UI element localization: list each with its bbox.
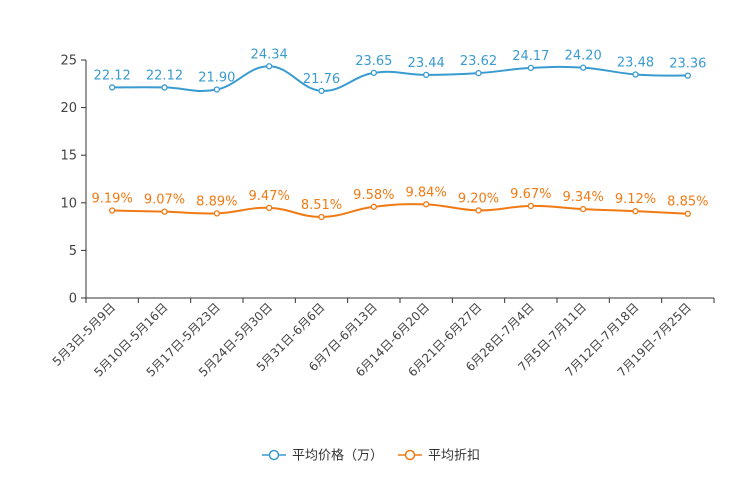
series-line bbox=[112, 203, 688, 218]
data-label: 9.07% bbox=[144, 193, 185, 208]
data-label: 24.34 bbox=[251, 47, 288, 62]
data-point[interactable] bbox=[318, 87, 325, 94]
data-point[interactable] bbox=[161, 84, 168, 91]
data-point[interactable] bbox=[109, 207, 116, 214]
data-label: 9.67% bbox=[510, 187, 551, 202]
data-label: 8.51% bbox=[301, 198, 342, 213]
legend-item-0[interactable]: 平均价格（万） bbox=[262, 448, 383, 464]
data-label: 24.20 bbox=[565, 49, 602, 64]
data-label: 9.19% bbox=[92, 192, 133, 207]
data-label: 9.47% bbox=[249, 189, 290, 204]
data-point[interactable] bbox=[423, 201, 430, 208]
y-tick-label: 25 bbox=[60, 54, 77, 69]
data-point[interactable] bbox=[266, 63, 273, 70]
legend-marker bbox=[268, 449, 280, 461]
data-label: 22.12 bbox=[94, 68, 131, 83]
y-tick-label: 0 bbox=[69, 292, 77, 307]
data-point[interactable] bbox=[266, 204, 273, 211]
data-point[interactable] bbox=[527, 64, 534, 72]
legend-label: 平均价格（万） bbox=[292, 448, 383, 464]
data-label: 21.90 bbox=[198, 71, 235, 86]
data-point[interactable] bbox=[475, 69, 482, 77]
data-label: 9.12% bbox=[615, 192, 656, 207]
data-point[interactable] bbox=[370, 69, 377, 77]
data-label: 23.62 bbox=[460, 54, 497, 69]
data-point[interactable] bbox=[684, 72, 691, 79]
data-point[interactable] bbox=[527, 202, 534, 210]
y-tick-label: 15 bbox=[60, 149, 77, 164]
data-point[interactable] bbox=[213, 210, 220, 217]
axes: 05101520255月3日-5月9日5月10日-5月16日5月17日-5月23… bbox=[50, 54, 715, 380]
y-tick-label: 20 bbox=[60, 101, 77, 116]
data-point[interactable] bbox=[632, 71, 639, 78]
data-label: 21.76 bbox=[303, 72, 340, 87]
series-0: 22.12 22.12 21.90 24.34 21.76 23.65 23.44 23.62… bbox=[94, 47, 706, 94]
series-layer: 22.12 22.12 21.90 24.34 21.76 23.65 23.44 23.62… bbox=[92, 47, 708, 221]
data-label: 23.65 bbox=[355, 54, 392, 69]
data-point[interactable] bbox=[423, 71, 430, 79]
data-label: 9.34% bbox=[563, 190, 604, 205]
legend-marker bbox=[404, 449, 416, 461]
data-point[interactable] bbox=[475, 207, 482, 214]
data-point[interactable] bbox=[109, 84, 116, 91]
data-label: 9.84% bbox=[406, 185, 447, 200]
y-tick-label: 5 bbox=[69, 244, 77, 259]
legend[interactable]: 平均价格（万） 平均折扣 bbox=[262, 448, 480, 464]
data-label: 23.44 bbox=[408, 56, 445, 71]
data-point[interactable] bbox=[632, 208, 639, 215]
data-label: 8.89% bbox=[196, 194, 237, 209]
series-1: 9.19% 9.07% 8.89% 9.47% 8.51% 9.58% 9.84% 9.20%… bbox=[92, 185, 708, 221]
data-label: 9.20% bbox=[458, 191, 499, 206]
data-label: 23.36 bbox=[669, 57, 706, 72]
data-point[interactable] bbox=[580, 205, 587, 213]
data-point[interactable] bbox=[161, 208, 168, 215]
data-label: 23.48 bbox=[617, 55, 654, 70]
data-point[interactable] bbox=[370, 203, 377, 210]
data-point[interactable] bbox=[580, 64, 587, 71]
data-point[interactable] bbox=[213, 86, 220, 93]
legend-label: 平均折扣 bbox=[428, 449, 480, 464]
data-point[interactable] bbox=[318, 213, 325, 221]
data-point[interactable] bbox=[684, 210, 691, 217]
legend-item-1[interactable]: 平均折扣 bbox=[398, 449, 480, 464]
y-tick-label: 10 bbox=[60, 196, 77, 211]
data-label: 8.85% bbox=[667, 195, 708, 210]
data-label: 24.17 bbox=[512, 49, 549, 64]
data-label: 9.58% bbox=[353, 188, 394, 203]
data-label: 22.12 bbox=[146, 68, 183, 83]
